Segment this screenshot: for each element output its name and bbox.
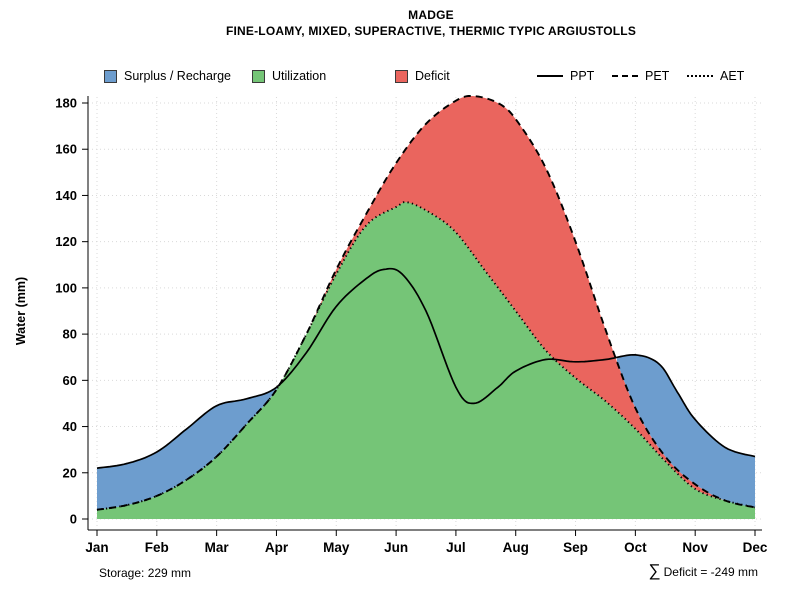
y-axis-label: Water (mm): [14, 276, 28, 346]
legend-ppt-label: PPT: [570, 69, 595, 83]
legend-item-pet: PET: [612, 68, 669, 84]
deficit-swatch-icon: [395, 69, 408, 83]
legend-item-deficit: Deficit: [395, 68, 450, 84]
surplus-area: [97, 385, 279, 510]
dotted-line-icon: [687, 75, 713, 77]
utilization-area: [97, 202, 755, 519]
aet-line: [96, 201, 756, 511]
x-tick-label: Aug: [503, 540, 529, 555]
y-tick-label: 60: [63, 373, 77, 388]
surplus-swatch-icon: [104, 69, 117, 83]
x-tick-label: Sep: [563, 540, 588, 555]
x-tick-label: May: [323, 540, 350, 555]
deficit-total-note: ∑ Deficit = -249 mm: [649, 561, 758, 581]
x-tick-label: Nov: [682, 540, 708, 555]
legend-item-aet: AET: [687, 68, 744, 84]
storage-note: Storage: 229 mm: [99, 566, 192, 580]
legend-surplus-label: Surplus / Recharge: [124, 69, 232, 83]
ppt-line: [96, 267, 756, 470]
y-tick-label: 140: [55, 188, 77, 203]
sigma-icon: ∑: [648, 561, 661, 580]
x-tick-label: Oct: [624, 540, 647, 555]
deficit-total-text: Deficit = -249 mm: [663, 565, 758, 579]
utilization-swatch-icon: [252, 69, 265, 83]
deficit-area: [309, 96, 723, 500]
y-tick-label: 0: [70, 512, 77, 527]
legend-item-ppt: PPT: [537, 68, 594, 84]
x-tick-label: Jul: [446, 540, 466, 555]
x-tick-label: Jun: [384, 540, 408, 555]
legend-aet-label: AET: [720, 69, 745, 83]
solid-line-icon: [537, 75, 563, 77]
surplus-area: [617, 354, 755, 508]
page-title: MADGE: [408, 8, 454, 22]
dashed-line-icon: [612, 75, 638, 77]
x-tick-label: Jan: [85, 540, 108, 555]
x-tick-label: Mar: [205, 540, 230, 555]
y-tick-label: 40: [63, 419, 77, 434]
legend-utilization-label: Utilization: [272, 69, 327, 83]
chart-subtitle: FINE-LOAMY, MIXED, SUPERACTIVE, THERMIC …: [225, 24, 637, 38]
y-tick-label: 20: [63, 465, 77, 480]
x-tick-label: Dec: [743, 540, 768, 555]
y-tick-label: 120: [55, 234, 77, 249]
x-tick-label: Apr: [265, 540, 289, 555]
y-tick-label: 100: [55, 280, 77, 295]
legend-deficit-label: Deficit: [415, 69, 450, 83]
legend-item-surplus: Surplus / Recharge: [104, 68, 231, 84]
legend-item-utilization: Utilization: [252, 68, 326, 84]
x-tick-label: Feb: [145, 540, 169, 555]
y-tick-label: 80: [63, 327, 77, 342]
y-tick-label: 180: [55, 96, 77, 111]
legend-pet-label: PET: [645, 69, 670, 83]
y-tick-label: 160: [55, 142, 77, 157]
